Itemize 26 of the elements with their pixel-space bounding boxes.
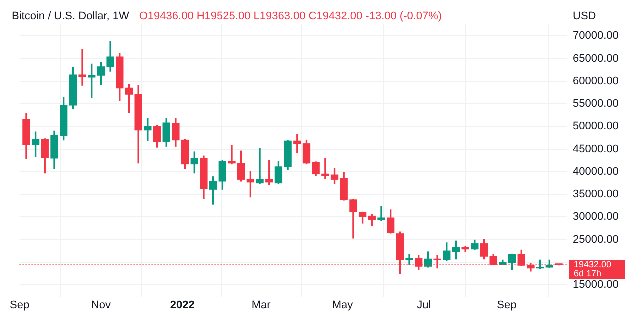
candlestick — [256, 148, 264, 184]
x-tick-label: Nov — [91, 299, 112, 312]
y-tick-label: 60000.00 — [573, 75, 619, 88]
y-tick-label: 70000.00 — [573, 30, 619, 42]
candlestick — [78, 49, 86, 86]
x-tick-label: 2022 — [170, 299, 195, 312]
y-tick-label: 40000.00 — [573, 166, 619, 178]
candlestick — [406, 254, 414, 266]
y-axis-title: USD — [573, 10, 596, 23]
y-tick-label: 30000.00 — [573, 211, 619, 224]
x-tick-label: Jul — [417, 299, 432, 312]
chart-subtitle: O19436.00 H19525.00 L19363.00 C19432.00 -13.00 (-0.07%) — [139, 10, 442, 23]
y-tick-label: 45000.00 — [573, 143, 619, 156]
chart-title: Bitcoin / U.S. Dollar, 1W — [12, 10, 130, 23]
y-tick-label: 65000.00 — [573, 52, 619, 65]
x-tick-label: May — [332, 299, 354, 312]
ref-line-label: 19432.00 — [574, 259, 612, 270]
x-tick-label: Mar — [252, 299, 272, 312]
x-tick-label: Sep — [10, 299, 30, 312]
y-tick-label: 25000.00 — [573, 234, 619, 246]
y-tick-label: 50000.00 — [573, 120, 619, 133]
y-tick-label: 55000.00 — [573, 98, 619, 110]
y-tick-label: 35000.00 — [573, 188, 619, 201]
text: 6d 17h — [574, 268, 602, 278]
y-tick-label: 15000.00 — [573, 279, 619, 292]
x-tick-label: Sep — [497, 299, 517, 312]
